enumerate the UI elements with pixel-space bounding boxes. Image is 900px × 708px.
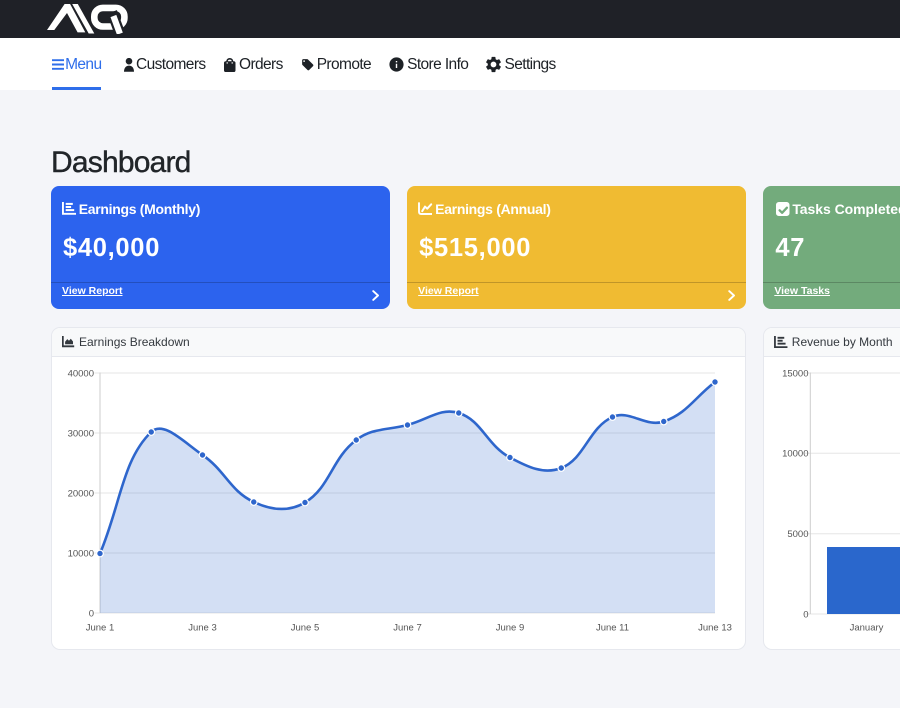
svg-text:30000: 30000 [68, 428, 94, 439]
svg-text:June 13: June 13 [698, 623, 732, 634]
svg-text:June 9: June 9 [496, 623, 525, 634]
svg-text:January: January [850, 623, 884, 634]
svg-text:June 7: June 7 [393, 623, 422, 634]
svg-text:June 1: June 1 [86, 623, 115, 634]
svg-text:15000: 15000 [782, 368, 808, 379]
svg-text:40000: 40000 [68, 368, 94, 379]
svg-text:0: 0 [804, 609, 809, 620]
svg-text:June 5: June 5 [291, 623, 320, 634]
svg-text:5000: 5000 [788, 529, 809, 540]
svg-text:10000: 10000 [68, 548, 94, 559]
svg-text:0: 0 [89, 608, 94, 619]
svg-text:June 3: June 3 [188, 623, 217, 634]
svg-text:June 11: June 11 [596, 623, 629, 634]
svg-text:20000: 20000 [68, 488, 94, 499]
svg-text:10000: 10000 [782, 449, 808, 460]
